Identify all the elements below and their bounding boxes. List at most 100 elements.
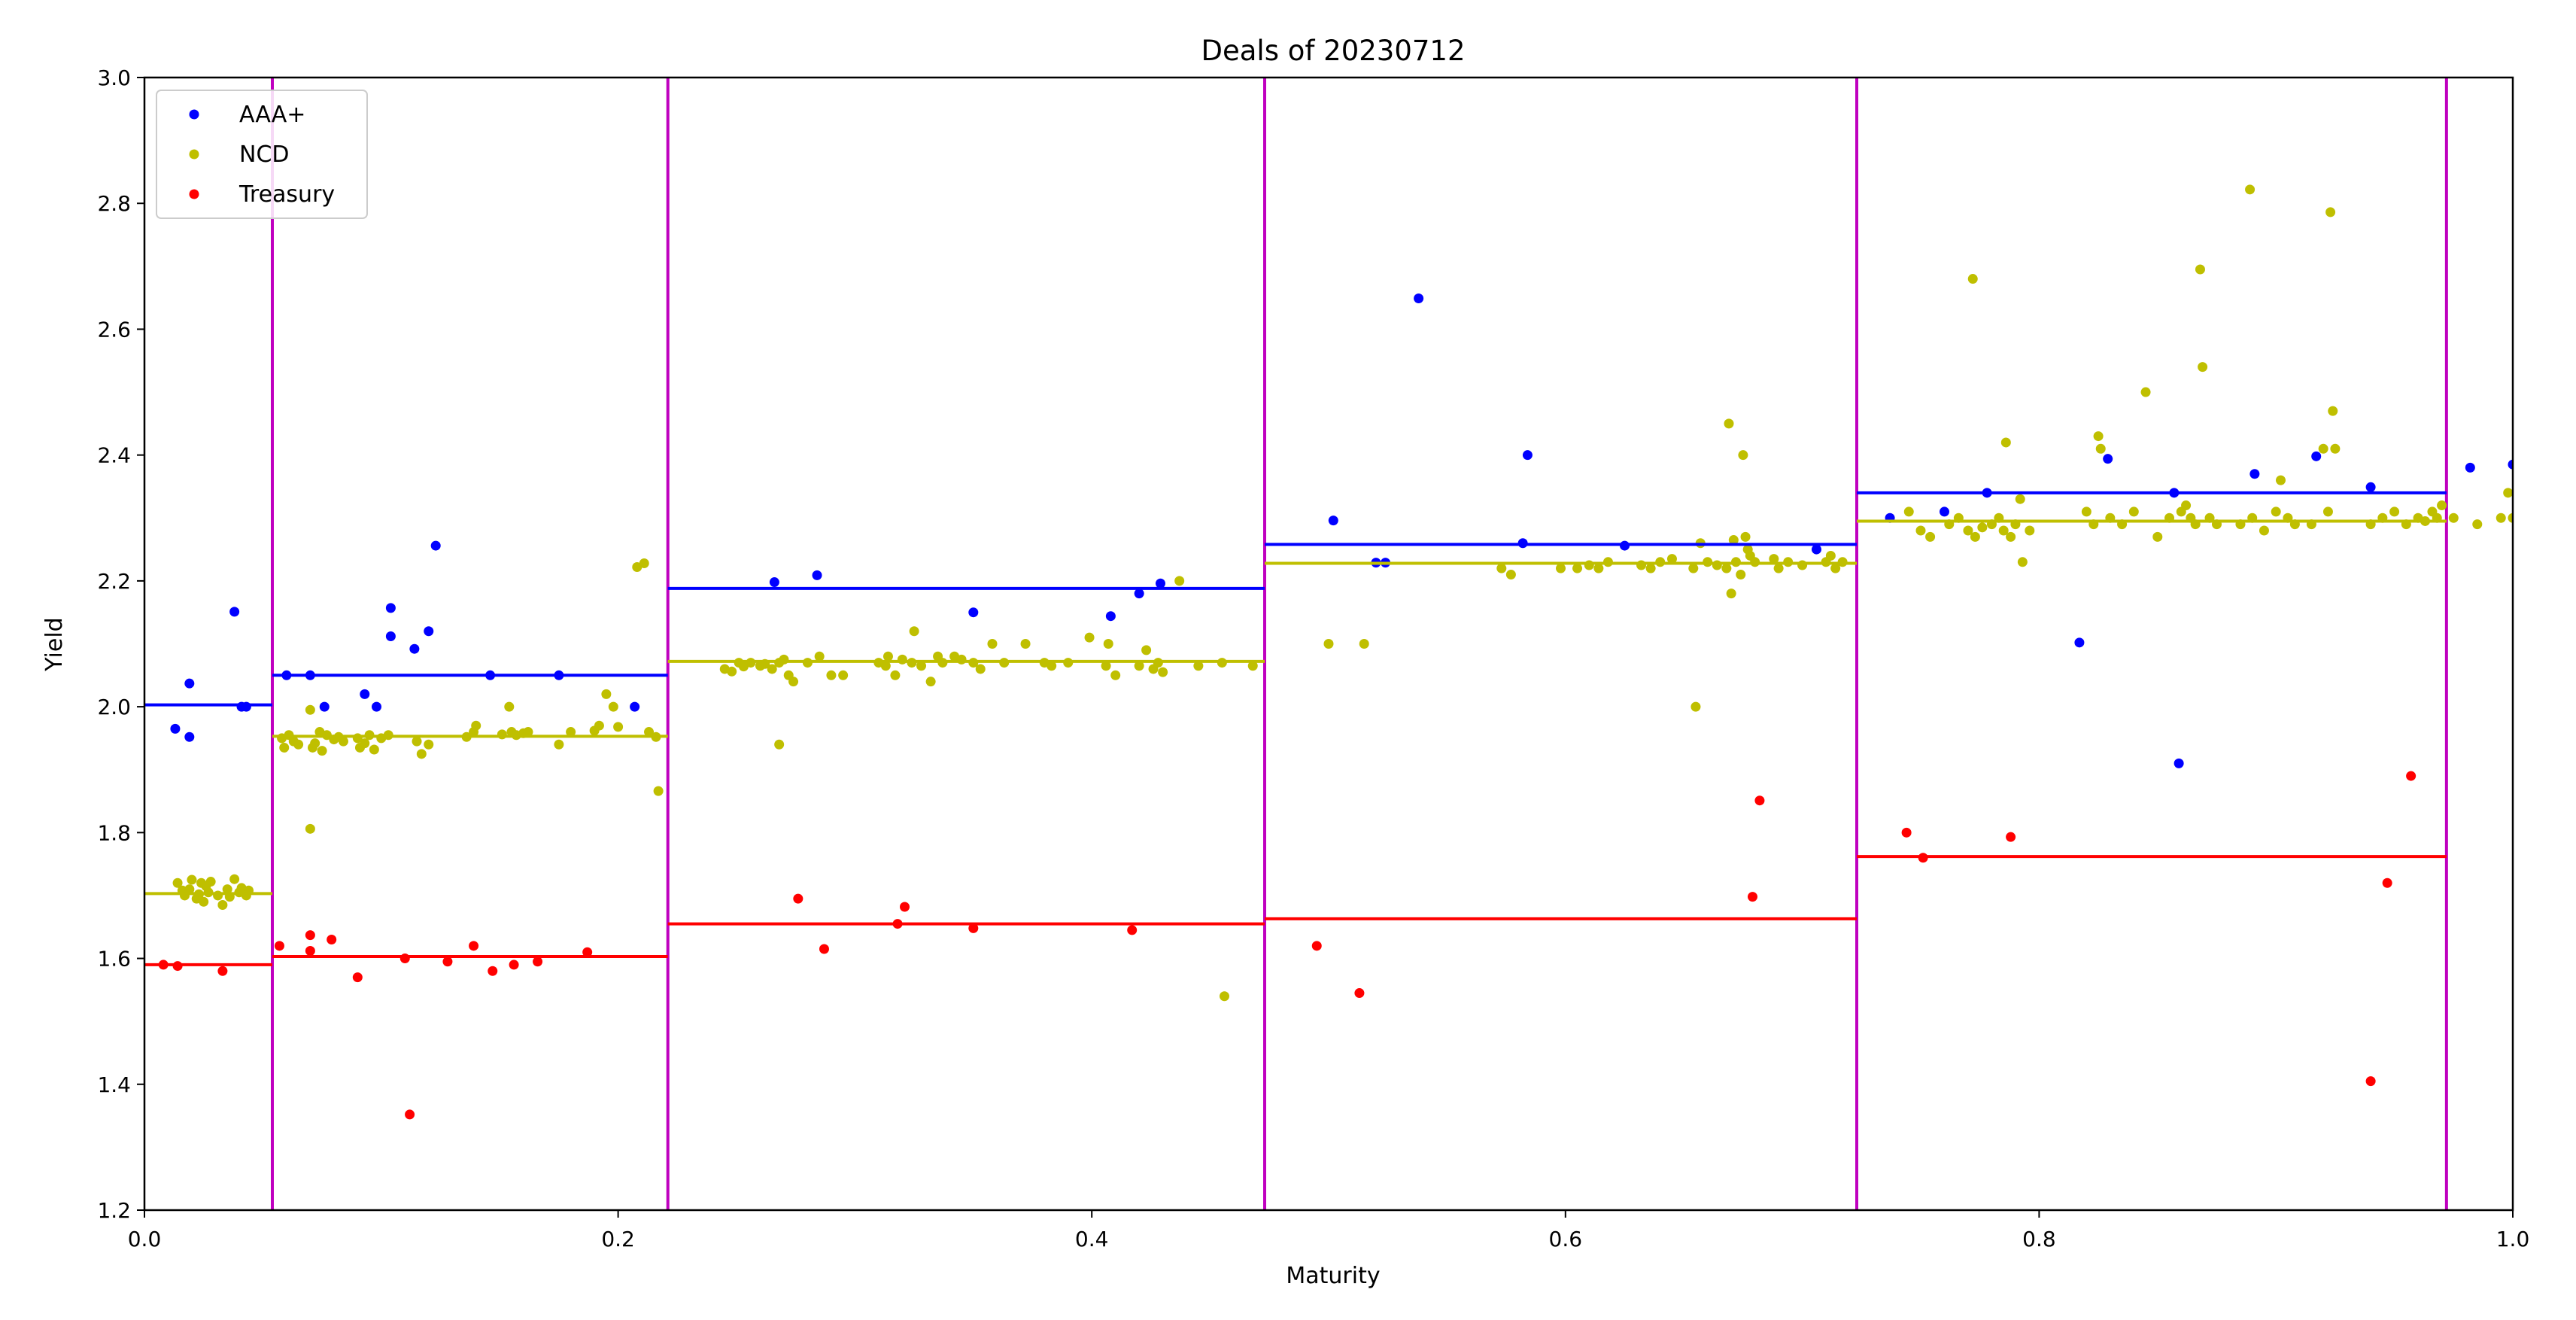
data-point [838,670,849,680]
data-point [217,899,228,910]
data-point [2017,557,2028,567]
legend-marker [189,189,199,199]
data-point [2093,431,2104,442]
data-point [880,661,891,671]
data-point [509,960,519,970]
data-point [2365,482,2376,492]
data-point [385,603,396,613]
data-point [1903,506,1914,517]
data-point [1736,570,1746,580]
data-point [305,946,315,957]
data-point [424,626,434,637]
data-point [1134,589,1144,599]
data-point [2311,451,2322,461]
data-point [424,739,434,750]
x-axis-title: Maturity [1286,1263,1380,1289]
data-point [170,723,181,734]
data-point [2271,506,2281,517]
data-point [1414,293,1424,303]
data-point [2448,512,2459,523]
data-point [769,577,779,588]
data-point [2074,637,2085,648]
data-point [2472,519,2483,530]
data-point [1584,560,1594,570]
data-point [2275,475,2286,485]
data-point [1769,554,1779,564]
data-point [274,941,284,951]
data-point [1915,525,1926,536]
data-point [644,727,655,738]
data-point [305,823,315,834]
data-point [1747,892,1757,902]
x-tick-label: 0.2 [601,1227,635,1252]
data-point [1688,563,1699,573]
y-tick-label: 2.2 [97,569,131,594]
data-point [2325,207,2336,217]
data-point [2259,525,2269,536]
data-point [1963,525,1973,536]
chart-title: Deals of 20230712 [1201,35,1466,67]
data-point [1103,639,1113,649]
data-point [488,966,498,976]
data-point [305,930,315,941]
data-point [533,957,543,967]
data-point [1967,274,1978,284]
data-point [2174,758,2184,768]
data-point [767,664,777,674]
data-point [1174,576,1185,586]
data-point [653,786,664,796]
data-point [1636,560,1647,570]
data-point [2328,406,2338,416]
data-point [2181,500,2192,511]
data-point [826,670,837,680]
data-point [229,607,240,617]
data-point [2152,531,2163,542]
plot-content [144,78,2513,1210]
data-point [925,677,936,687]
data-point [1998,525,2009,536]
data-point [897,654,907,665]
data-point [1110,670,1121,680]
data-point [241,701,251,712]
x-axis-ticks: 0.0 0.2 0.4 0.6 0.8 1.0 [128,1210,2529,1252]
data-point [172,877,183,888]
data-point [601,689,612,699]
data-point [956,654,967,665]
data-point [774,739,785,750]
data-point [2330,443,2341,454]
data-point [2025,525,2035,536]
data-point [793,893,803,904]
data-point [405,1109,415,1120]
data-point [1740,531,1751,542]
data-point [293,739,304,750]
legend-box [156,90,368,219]
data-point [1754,795,1765,806]
data-point [1690,701,1701,712]
data-point [385,631,396,641]
data-point [523,727,533,738]
data-point [1046,661,1057,671]
data-point [2389,506,2400,517]
data-point [2249,469,2260,479]
legend: AAA+ NCD Treasury [156,90,368,219]
data-point [338,736,348,747]
data-point [317,746,327,756]
data-point [430,540,441,551]
data-point [2365,1076,2376,1087]
data-point [1712,560,1722,570]
data-point [2406,771,2417,781]
plot-area [143,76,2514,1212]
data-point [727,666,737,677]
data-point [471,720,481,731]
data-point [416,749,427,759]
y-tick-label: 1.6 [97,947,131,972]
y-tick-label: 2.0 [97,695,131,719]
data-point [779,654,789,665]
data-point [2140,387,2151,397]
data-point [1726,589,1736,599]
data-point [399,954,410,964]
data-point [968,607,979,618]
data-point [1328,516,1338,526]
y-axis-ticks: 1.2 1.4 1.6 1.8 2.0 2.2 2.4 2.6 2.8 3.0 [97,65,144,1223]
data-point [975,664,986,674]
